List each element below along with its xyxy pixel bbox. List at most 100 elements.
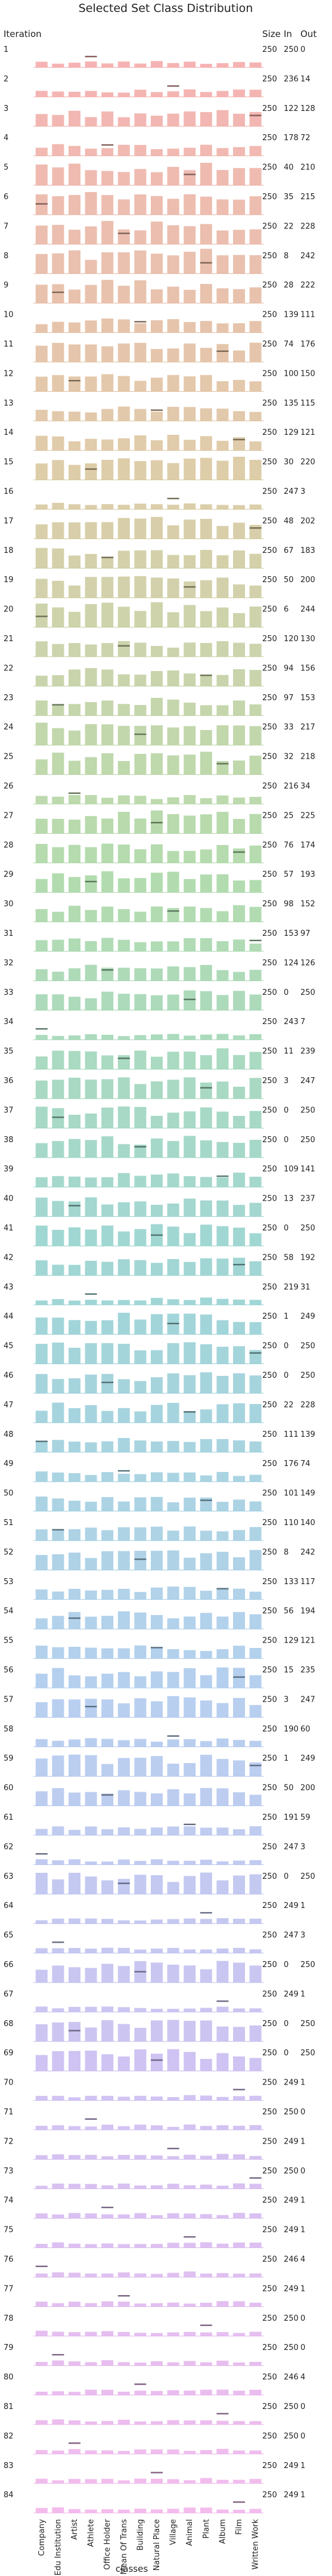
in-value: 1 (284, 1754, 288, 1763)
class-bar (36, 1646, 48, 1659)
in-value: 247 (284, 1842, 299, 1851)
size-value: 250 (262, 605, 277, 614)
class-bar (151, 2333, 163, 2336)
iteration-row: 47 250 22 228 (4, 1400, 315, 1422)
class-bar (250, 2479, 262, 2484)
in-value: 243 (284, 1018, 299, 1026)
iteration-number: 83 (4, 2461, 14, 2470)
class-bar (200, 2242, 212, 2247)
out-value: 0 (300, 2343, 305, 2352)
class-bar (101, 643, 113, 657)
class-bar (250, 1705, 262, 1718)
class-bar (184, 1262, 196, 1276)
class-bar (250, 2008, 262, 2012)
in-value: 129 (284, 428, 299, 437)
class-bar (36, 2186, 48, 2189)
iteration-row: 36 250 3 247 (4, 1077, 315, 1099)
class-bar (134, 194, 146, 215)
class-bar (151, 1551, 163, 1570)
iteration-row: 19 250 50 200 (4, 576, 315, 598)
class-bar (52, 2272, 64, 2277)
class-bar (184, 1052, 196, 1069)
class-bar (184, 2480, 196, 2483)
class-bar (134, 849, 146, 863)
class-bar (167, 1764, 179, 1776)
class-bar (216, 577, 228, 598)
class-bar (250, 2274, 262, 2277)
class-bar (134, 1592, 146, 1600)
out-value: 72 (300, 134, 311, 143)
class-bar (184, 726, 196, 745)
class-bar (69, 2361, 80, 2365)
class-bar (69, 795, 80, 804)
class-bar (52, 460, 64, 480)
class-bar (36, 1198, 48, 1217)
class-bar (36, 1674, 48, 1688)
class-bar (69, 2332, 80, 2336)
class-bar (184, 1077, 196, 1099)
iteration-row: 48 250 111 139 (4, 1430, 315, 1452)
class-bar (69, 968, 80, 981)
class-bar (151, 504, 163, 509)
size-value: 250 (262, 1459, 277, 1468)
class-bar (69, 643, 80, 657)
size-value: 250 (262, 2461, 277, 2470)
iteration-row: 65 250 247 3 (4, 1931, 305, 1953)
class-bar (36, 1970, 48, 1983)
class-bar (233, 411, 245, 420)
class-bar (134, 2155, 146, 2159)
out-value: 0 (300, 2432, 305, 2441)
class-bar (118, 2362, 130, 2365)
class-bar (250, 1203, 262, 1217)
iteration-row: 82 250 250 0 (4, 2432, 305, 2454)
iteration-number: 5 (4, 163, 8, 172)
out-value: 249 (300, 1754, 315, 1763)
class-bar (151, 412, 163, 421)
out-value: 150 (300, 369, 315, 378)
in-value: 33 (284, 723, 294, 732)
class-bar (233, 522, 245, 539)
class-bar (52, 644, 64, 657)
size-value: 250 (262, 1489, 277, 1498)
class-bar (101, 603, 113, 627)
class-bar (184, 344, 196, 362)
class-bar (167, 851, 179, 863)
class-bar (101, 1136, 113, 1158)
new-sample-mark (85, 1293, 97, 1294)
class-bar (200, 348, 212, 362)
iteration-number: 38 (4, 1136, 14, 1145)
column-header-in: In (284, 29, 292, 39)
class-bar (167, 555, 179, 568)
class-bar (216, 230, 228, 244)
size-value: 250 (262, 1784, 277, 1793)
class-bar (167, 2509, 179, 2513)
iteration-number: 23 (4, 694, 14, 703)
class-bar (216, 1918, 228, 1924)
class-bar (200, 92, 212, 97)
class-bar (52, 2125, 64, 2130)
class-bar (85, 2244, 97, 2247)
class-bar (69, 1408, 80, 1422)
class-bar (216, 1961, 228, 1983)
in-value: 250 (284, 2108, 299, 2117)
out-value: 215 (300, 193, 315, 202)
class-bar (184, 61, 196, 67)
class-bar (118, 2420, 130, 2425)
class-bar (167, 2184, 179, 2188)
class-bar (184, 2332, 196, 2336)
class-tick-label: Plant (202, 2519, 211, 2539)
out-value: 225 (300, 811, 315, 820)
size-value: 250 (262, 487, 277, 496)
class-bar (200, 1591, 212, 1600)
row-axis-label: Iteration (4, 29, 42, 39)
class-bar (36, 2392, 48, 2395)
class-bar (167, 2303, 179, 2307)
class-bar (69, 251, 80, 274)
iteration-number: 78 (4, 2314, 14, 2323)
size-value: 250 (262, 1960, 277, 1969)
class-bar (101, 347, 113, 362)
class-tick-label: Edu Institution (54, 2519, 63, 2576)
class-bar (36, 2508, 48, 2513)
class-bar (167, 908, 179, 921)
class-bar (250, 460, 262, 480)
